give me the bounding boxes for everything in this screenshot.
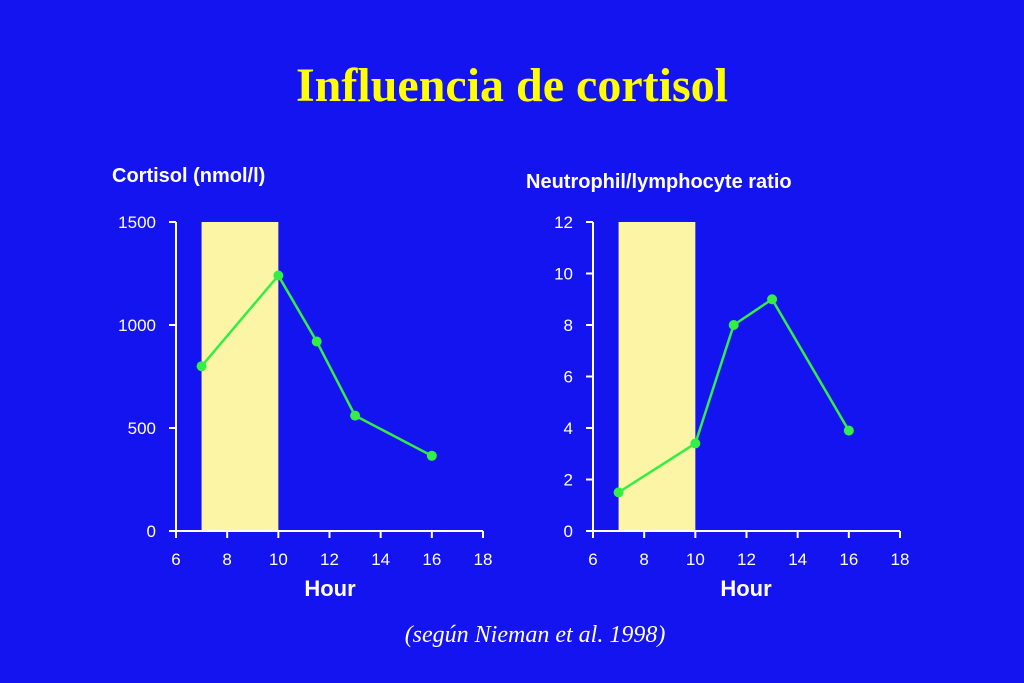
- data-point: [690, 438, 701, 449]
- data-point: [273, 270, 284, 281]
- x-tick-label: 12: [737, 550, 756, 569]
- cortisol-chart: 0 500 1000 1500 6 8 10 12 14 16 18 Cortisol (nmol/l…: [112, 165, 492, 601]
- x-tick-label: 6: [588, 550, 597, 569]
- y-tick-label: 4: [564, 419, 573, 438]
- y-tick-label: 10: [554, 265, 573, 284]
- x-axis-title: Hour: [720, 576, 772, 601]
- data-point: [728, 320, 739, 330]
- y-tick-label: 0: [564, 522, 573, 541]
- x-tick-label: 6: [171, 550, 180, 569]
- x-tick-label: 10: [686, 550, 705, 569]
- y-axis-title: Cortisol (nmol/l): [112, 165, 265, 187]
- x-tick-label: 14: [788, 550, 807, 569]
- y-tick-label: 8: [564, 316, 573, 335]
- y-tick-label: 0: [147, 522, 156, 541]
- data-point: [613, 487, 624, 498]
- y-tick-label: 12: [554, 213, 573, 232]
- y-tick-label: 2: [564, 471, 573, 490]
- neutrophil-lymphocyte-chart: 0 2 4 6 8 10 12 6 8 10 12 14 16 18 Neutrophil/lymphocy…: [526, 171, 909, 601]
- x-tick-label: 18: [891, 550, 910, 569]
- x-tick-label: 16: [839, 550, 858, 569]
- y-tick-label: 500: [128, 419, 156, 438]
- data-point: [196, 361, 207, 372]
- x-tick-label: 8: [639, 550, 648, 569]
- x-tick-label: 18: [474, 550, 493, 569]
- shaded-region: [201, 222, 279, 531]
- x-tick-label: 8: [222, 550, 231, 569]
- x-tick-label: 14: [371, 550, 390, 569]
- data-point: [843, 425, 854, 436]
- y-tick-label: 1500: [118, 213, 156, 232]
- x-tick-label: 16: [422, 550, 441, 569]
- citation: (según Nieman et al. 1998): [404, 622, 666, 648]
- x-axis-title: Hour: [304, 576, 356, 601]
- data-point: [350, 410, 361, 421]
- x-tick-label: 12: [320, 550, 339, 569]
- y-tick-label: 1000: [118, 316, 156, 335]
- shaded-region: [618, 222, 696, 531]
- data-point: [426, 450, 437, 461]
- y-axis-title: Neutrophil/lymphocyte ratio: [526, 171, 792, 193]
- data-point: [767, 294, 778, 305]
- data-point: [311, 336, 322, 347]
- y-tick-label: 6: [564, 368, 573, 387]
- x-tick-label: 10: [269, 550, 288, 569]
- slide-title: Influencia de cortisol: [296, 59, 728, 112]
